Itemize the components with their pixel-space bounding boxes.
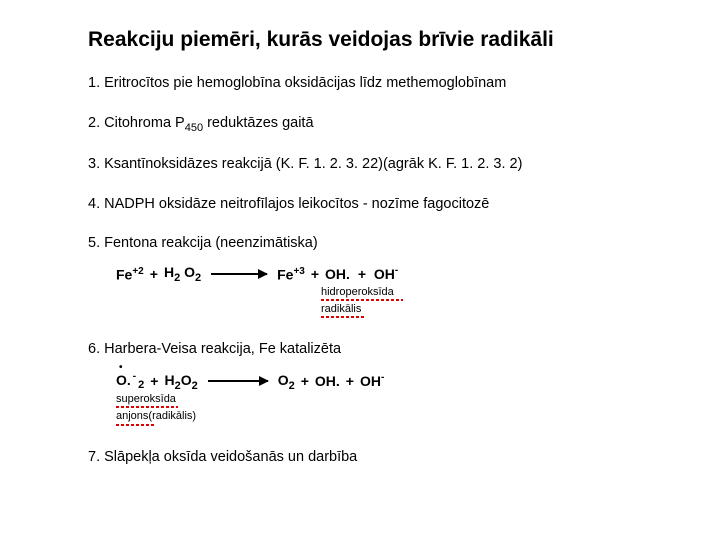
list-item: 7. Slāpekļa oksīda veidošanās un darbība	[88, 448, 640, 468]
arrow-icon	[211, 273, 267, 275]
plus: +	[301, 373, 309, 389]
term: Fe+2	[116, 266, 144, 283]
term: OH.	[325, 266, 350, 282]
term: H2O2	[164, 372, 197, 392]
page-title: Reakciju piemēri, kurās veidojas brīvie …	[88, 28, 640, 52]
annotation: superoksīda	[116, 393, 640, 408]
list-item: 1. Eritrocītos pie hemoglobīna oksidācij…	[88, 74, 640, 94]
term: OH-	[360, 373, 384, 389]
arrow-icon	[208, 380, 268, 382]
annotation: radikālis	[321, 303, 640, 318]
text: 2. Citohroma P	[88, 115, 185, 131]
annotation: anjons(radikālis)	[116, 410, 640, 425]
term: O2	[278, 372, 295, 392]
list-item: 6. Harbera-Veisa reakcija, Fe katalizēta	[88, 340, 640, 360]
plus: +	[311, 266, 319, 282]
annotation: hidroperoksīda	[321, 286, 640, 301]
term: OH-	[374, 266, 398, 282]
plus: +	[150, 373, 158, 389]
list-item: 3. Ksantīnoksidāzes reakcijā (K. F. 1. 2…	[88, 155, 640, 175]
term: H2 O2	[164, 264, 201, 284]
term: Fe+3	[277, 266, 305, 283]
text: reduktāzes gaitā	[203, 115, 313, 131]
term: O.-2	[116, 372, 144, 392]
equation-line: Fe+2 + H2 O2 Fe+3 + OH. + OH-	[116, 264, 640, 284]
plus: +	[358, 266, 366, 282]
subscript: 450	[185, 121, 203, 133]
equation-haber-weiss: O.-2 + H2O2 O2 + OH. + OH- superoksīda a…	[116, 372, 640, 426]
list-item: 5. Fentona reakcija (neenzimātiska)	[88, 234, 640, 254]
plus: +	[346, 373, 354, 389]
list-item: 4. NADPH oksidāze neitrofīlajos leikocīt…	[88, 195, 640, 215]
plus: +	[150, 266, 158, 282]
equation-line: O.-2 + H2O2 O2 + OH. + OH-	[116, 372, 640, 392]
equation-fenton: Fe+2 + H2 O2 Fe+3 + OH. + OH- hidroperok…	[116, 264, 640, 318]
term: OH.	[315, 373, 340, 389]
list-item: 2. Citohroma P450 reduktāzes gaitā	[88, 114, 640, 136]
